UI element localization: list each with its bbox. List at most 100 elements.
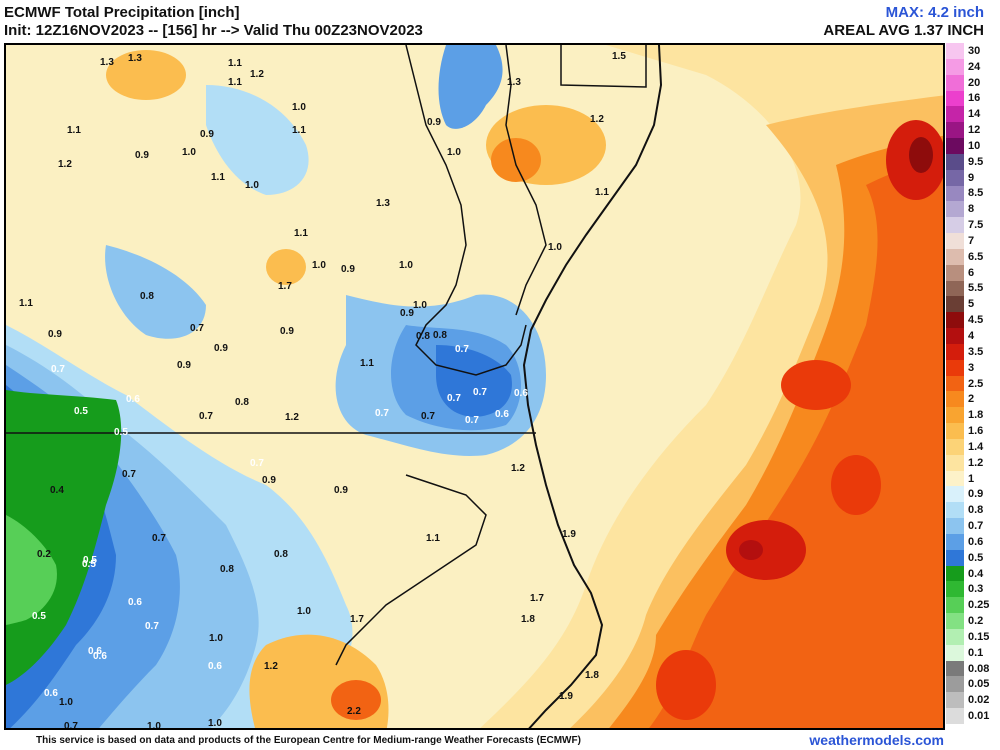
atlantic-coastline: [522, 45, 663, 728]
field-0-9-pa: [206, 85, 309, 195]
colorbar-swatch: [946, 708, 964, 725]
precip-value-label: 0.6: [88, 646, 102, 657]
colorbar-swatch: [946, 660, 964, 677]
precip-value-label: 0.6: [93, 651, 107, 662]
precip-value-label: 0.6: [128, 597, 142, 608]
colorbar-tick-label: 9.5: [968, 155, 984, 168]
colorbar-swatch: [946, 43, 964, 60]
precip-value-label: 0.7: [122, 469, 136, 480]
precip-value-label: 0.7: [447, 393, 461, 404]
colorbar-tick-label: 4.5: [968, 314, 984, 327]
colorbar-swatch: [946, 343, 964, 361]
colorbar-tick-label: 2.5: [968, 377, 984, 390]
precip-value-label: 0.5: [74, 406, 88, 417]
colorbar-tick-label: 10: [968, 139, 981, 152]
colorbar-swatch: [946, 423, 964, 440]
colorbar-swatch: [946, 58, 964, 76]
colorbar-tick-label: 24: [968, 60, 981, 73]
precip-value-label: 1.0: [59, 697, 73, 708]
precip-value-label: 0.6: [495, 409, 509, 420]
colorbar-tick-label: 6: [968, 266, 975, 279]
map-title: ECMWF Total Precipitation [inch]: [4, 4, 240, 21]
precip-value-label: 1.0: [292, 102, 306, 113]
precip-value-label: 1.3: [100, 57, 114, 68]
colorbar-swatch: [946, 486, 964, 503]
colorbar-tick-label: 3.5: [968, 345, 984, 358]
precip-field-svg: 1.3 1.3 1.11.21.11.01.10.90.9 1.01.11.21.11…: [6, 45, 943, 730]
colorbar-tick-label: 1.4: [968, 440, 984, 453]
colorbar-swatch: [946, 201, 964, 218]
precip-value-label: 1.1: [426, 533, 440, 544]
precip-value-label: 1.8: [521, 614, 535, 625]
colorbar-tick-label: 0.15: [968, 630, 990, 643]
precip-value-label: 0.9: [280, 326, 294, 337]
field-3-east: [831, 455, 881, 515]
colorbar-tick-label: 20: [968, 76, 981, 89]
precip-value-label: 0.9: [341, 264, 355, 275]
colorbar-swatch: [946, 628, 964, 646]
colorbar-tick-label: 0.8: [968, 504, 984, 517]
precip-value-label: 0.5: [32, 611, 46, 622]
field-2-2-sc: [331, 680, 381, 720]
colorbar-tick-label: 0.5: [968, 551, 984, 564]
colorbar-swatch: [946, 169, 964, 187]
colorbar-swatch: [946, 90, 964, 107]
precip-value-label: 0.2: [37, 549, 51, 560]
colorbar-tick-label: 1.8: [968, 409, 984, 422]
precip-value-label: 0.4: [50, 485, 64, 496]
colorbar-tick-label: 3: [968, 361, 975, 374]
colorbar-swatch: [946, 248, 964, 266]
brand-link[interactable]: weathermodels.com: [809, 732, 944, 748]
field-3-mid: [781, 360, 851, 410]
precip-value-label: 1.9: [562, 529, 576, 540]
attribution-footer: This service is based on data and produc…: [36, 735, 581, 746]
colorbar-tick-label: 0.3: [968, 583, 984, 596]
colorbar-tick-label: 4: [968, 329, 975, 342]
precip-value-label: 1.0: [548, 242, 562, 253]
precip-value-label: 0.5: [82, 559, 96, 570]
precip-value-label: 0.8: [220, 564, 234, 575]
precip-value-label: 1.2: [511, 463, 525, 474]
precip-value-label: 0.9: [177, 360, 191, 371]
colorbar-swatch: [946, 597, 964, 614]
colorbar-swatch: [946, 502, 964, 519]
areal-average: AREAL AVG 1.37 INCH: [823, 22, 984, 39]
colorbar-legend: 30 24 20 16 14 12 10 9.5 9 8.5 8 7.5 7 6.5 6 5.5 5 4.5 4 3.…: [946, 43, 1000, 725]
precip-value-label: 1.1: [294, 228, 308, 239]
precip-value-label: 1.2: [58, 159, 72, 170]
precip-value-label: 0.7: [145, 621, 159, 632]
precip-value-label: 1.0: [147, 721, 161, 730]
colorbar-swatch: [946, 533, 964, 551]
field-4-5-north: [909, 137, 933, 173]
precip-value-label: 1.2: [285, 412, 299, 423]
field-0-6-north: [438, 45, 503, 129]
colorbar-tick-label: 0.7: [968, 520, 984, 533]
precip-value-label: 1.1: [360, 358, 374, 369]
field-4-south: [739, 540, 763, 560]
colorbar-tick-label: 16: [968, 92, 981, 105]
precip-value-label: 0.7: [51, 364, 65, 375]
precip-value-label: 0.7: [199, 411, 213, 422]
precip-value-label: 1.0: [399, 260, 413, 271]
precip-value-label: 1.2: [590, 114, 604, 125]
precip-value-label: 1.3: [128, 53, 142, 64]
field-0-25-west: [6, 515, 57, 625]
precip-value-label: 0.7: [190, 323, 204, 334]
precip-value-label: 0.9: [135, 150, 149, 161]
precip-value-label: 0.7: [473, 387, 487, 398]
precip-value-label: 1.7: [530, 593, 544, 604]
colorbar-tick-label: 8.5: [968, 187, 984, 200]
precip-value-label: 0.5: [114, 427, 128, 438]
delmarva-shore: [505, 45, 547, 316]
colorbar-tick-label: 1.6: [968, 425, 984, 437]
colorbar-swatch: [946, 296, 964, 313]
field-1-6-nw: [106, 50, 186, 100]
colorbar-swatch: [946, 470, 964, 487]
precip-value-labels: 1.3 1.3 1.11.21.11.01.10.90.9 1.01.11.21.11…: [19, 51, 626, 730]
colorbar-tick-label: 5: [968, 298, 975, 311]
colorbar-swatch: [946, 312, 964, 329]
colorbar-tick-label: 6.5: [968, 250, 984, 263]
precip-value-label: 0.6: [126, 394, 140, 405]
precip-value-label: 1.7: [350, 614, 364, 625]
colorbar-swatch: [946, 565, 964, 582]
